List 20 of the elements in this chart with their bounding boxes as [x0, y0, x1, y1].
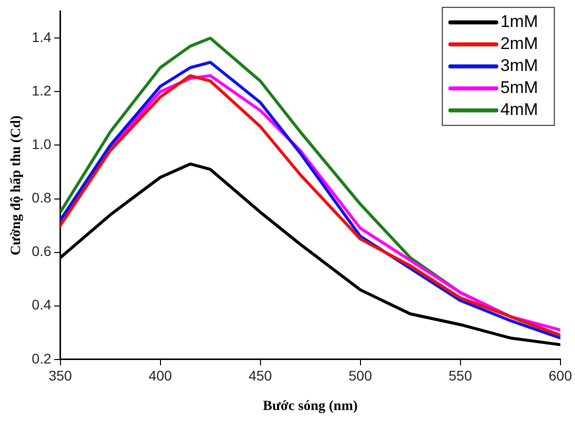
- y-tick-label: 0.2: [32, 350, 52, 366]
- y-tick-label: 1.2: [32, 82, 52, 99]
- y-tick-label: 1.0: [32, 136, 52, 152]
- y-tick-label: 0.4: [32, 296, 52, 313]
- x-tick-label: 450: [248, 368, 272, 384]
- y-tick-label: 0.8: [32, 190, 52, 206]
- x-tick-label: 500: [348, 368, 372, 384]
- y-tick-label: 1.4: [32, 29, 52, 46]
- legend-label: 4mM: [500, 100, 538, 120]
- legend-label: 1mM: [500, 12, 538, 32]
- x-tick-label: 350: [48, 368, 72, 384]
- legend-label: 2mM: [500, 34, 538, 54]
- x-tick-label: 600: [548, 368, 572, 384]
- x-axis-title: Bước sóng (nm): [262, 399, 358, 414]
- x-tick-label: 550: [448, 368, 472, 384]
- y-tick-label: 0.6: [32, 243, 52, 260]
- legend-label: 3mM: [500, 56, 538, 76]
- x-tick-label: 400: [148, 368, 172, 384]
- y-axis-title: Cường độ hấp thu (Cd): [9, 115, 24, 256]
- legend-label: 5mM: [500, 78, 538, 98]
